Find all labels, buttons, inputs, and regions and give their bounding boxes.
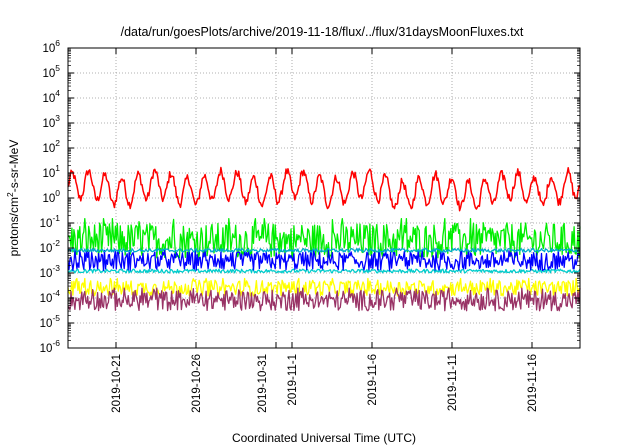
series-line-3 [67,268,581,274]
y-tick-label-base: 10 [42,193,55,205]
y-tick-label-exp: 3 [55,113,60,123]
data-series [67,166,581,312]
y-tick-label-exp: 0 [55,188,60,198]
y-tick-label-base: 10 [42,68,55,80]
y-tick-label-base: 10 [42,168,55,180]
y-tick-label-exp: -1 [52,213,60,223]
y-axis-label: protons/cm2-s-sr-MeV [5,140,21,257]
y-tick-label-base: 10 [40,243,53,255]
y-tick-label-exp: -5 [52,313,60,323]
y-tick-label-exp: 1 [55,163,60,173]
x-tick-label: 2019-11-1 [287,354,299,406]
y-axis-label-rest: -s-sr-MeV [7,140,21,193]
x-tick-label: 2019-11-6 [367,354,379,406]
y-tick-label-base: 10 [42,143,55,155]
y-tick-label: 102 [42,138,60,155]
y-tick-label: 101 [42,163,60,180]
series-line-4 [67,249,581,271]
y-tick-label-base: 10 [40,268,53,280]
x-tick-label: 2019-11-11 [447,354,459,411]
y-tick-label-base: 10 [42,43,55,55]
y-tick-label: 104 [42,88,60,105]
y-tick-label-exp: -6 [52,338,60,348]
y-tick-label-base: 10 [40,343,53,355]
x-tick-label: 2019-10-26 [191,354,203,413]
y-tick-label-exp: -3 [52,263,60,273]
plot-frame [67,47,581,349]
x-tick-label: 2019-10-21 [111,354,123,413]
chart-title: /data/run/goesPlots/archive/2019-11-18/f… [121,25,524,39]
series-line-6 [67,277,581,297]
series-line-5 [67,247,581,253]
x-tick-label: 2019-11-16 [527,354,539,412]
y-tick-label: 10-1 [40,213,61,230]
y-tick-label-exp: -4 [52,288,60,298]
y-tick-label-base: 10 [40,318,53,330]
y-axis-label-sup: 2 [5,192,15,197]
y-tick-label-exp: 6 [55,38,60,48]
y-tick-label-base: 10 [42,118,55,130]
y-tick-label-base: 10 [40,218,53,230]
series-line-7 [67,287,581,312]
y-tick-label-base: 10 [40,293,53,305]
y-tick-label: 105 [42,63,60,80]
y-tick-label: 10-4 [40,288,61,305]
x-axis-label: Coordinated Universal Time (UTC) [232,431,416,445]
y-axis-label-base: protons/cm [7,197,21,256]
y-tick-label-exp: -2 [52,238,60,248]
x-axis-ticks: 2019-10-21 2019-10-26 2019-10-31 2019-11-1 2… [111,48,539,413]
y-tick-label: 103 [42,113,60,130]
y-tick-label: 10-6 [40,338,61,355]
series-line-1 [67,166,581,212]
y-tick-label: 10-3 [40,263,61,280]
y-tick-label-exp: 5 [55,63,60,73]
x-tick-label: 2019-10-31 [257,354,269,413]
y-tick-label: 10-5 [40,313,61,330]
y-tick-label-base: 10 [42,93,55,105]
series-line-2 [67,217,581,259]
y-tick-label: 100 [42,188,60,205]
y-tick-label-exp: 2 [55,138,60,148]
y-tick-label: 10-2 [40,238,61,255]
y-tick-label-exp: 4 [55,88,60,98]
y-tick-label: 106 [42,38,60,55]
